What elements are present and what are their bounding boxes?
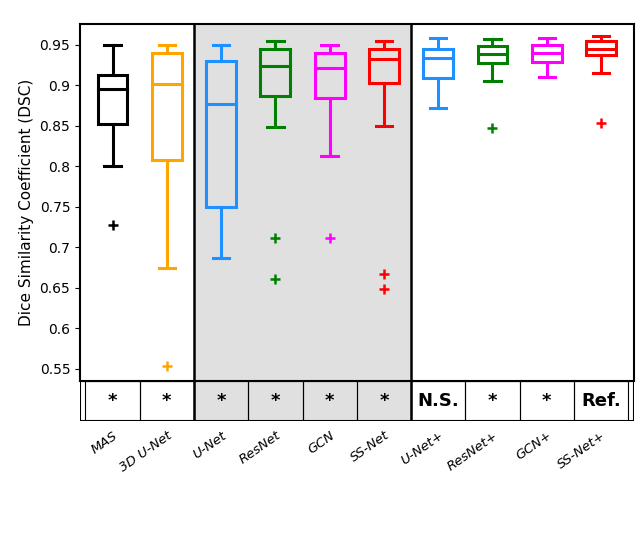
Text: ResNet: ResNet [236, 429, 283, 467]
Y-axis label: Dice Similarity Coefficient (DSC): Dice Similarity Coefficient (DSC) [19, 79, 34, 326]
Text: SS-Net: SS-Net [348, 429, 392, 465]
Bar [369, 49, 399, 83]
Bar [423, 49, 453, 78]
Bar [520, 381, 574, 421]
Text: ResNet+: ResNet+ [444, 429, 500, 473]
Bar [465, 381, 520, 421]
Text: *: * [271, 392, 280, 410]
Bar [152, 52, 182, 159]
Text: U-Net: U-Net [190, 429, 228, 461]
Bar [303, 381, 357, 421]
Text: Ref.: Ref. [581, 392, 621, 410]
Bar [411, 381, 465, 421]
Bar [357, 381, 411, 421]
Text: U-Net+: U-Net+ [398, 429, 445, 468]
Text: MAS: MAS [89, 429, 120, 456]
Bar [194, 381, 248, 421]
Text: *: * [216, 392, 226, 410]
Bar [140, 381, 194, 421]
Text: *: * [162, 392, 172, 410]
Bar [260, 49, 291, 96]
Text: *: * [542, 392, 552, 410]
Text: N.S.: N.S. [417, 392, 459, 410]
Bar [315, 53, 344, 98]
Bar [586, 40, 616, 55]
Bar [574, 381, 628, 421]
Text: GCN: GCN [306, 429, 337, 456]
Text: SS-Net+: SS-Net+ [556, 429, 609, 471]
Bar [98, 75, 127, 124]
Bar [194, 24, 411, 381]
Text: 3D U-Net: 3D U-Net [117, 429, 174, 474]
Bar [194, 381, 411, 421]
Text: GCN+: GCN+ [513, 429, 554, 463]
Bar [206, 60, 236, 206]
Bar [85, 381, 140, 421]
Text: *: * [108, 392, 117, 410]
Text: *: * [325, 392, 335, 410]
Bar [532, 45, 562, 62]
Bar [477, 46, 508, 63]
Text: *: * [379, 392, 388, 410]
Text: *: * [488, 392, 497, 410]
Bar [248, 381, 303, 421]
